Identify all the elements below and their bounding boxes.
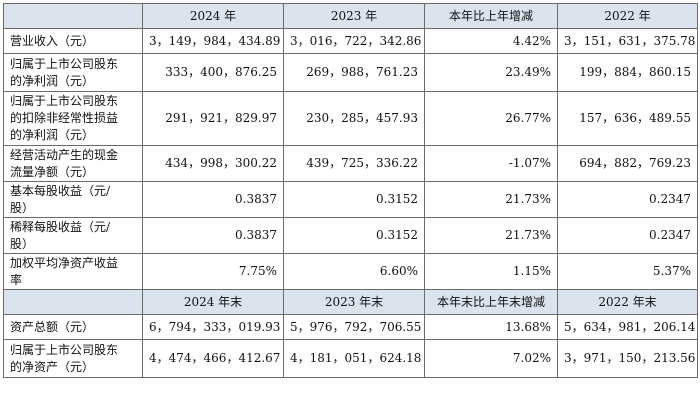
row-label: 归属于上市公司股东 的净利润（元） xyxy=(3,53,143,92)
value-cell: -1.07% xyxy=(424,145,558,182)
value-cell: 21.73% xyxy=(424,181,558,218)
row-label-line: 基本每股收益（元/ xyxy=(10,183,111,198)
row-label-line: 营业收入（元） xyxy=(10,33,95,48)
header-cell-empty xyxy=(3,3,143,29)
column-header: 2022 年末 xyxy=(557,289,698,315)
header-cell-empty xyxy=(3,289,143,315)
value-cell: 230，285，457.93 xyxy=(283,91,425,146)
row-label-line: 加权平均净资产收益 xyxy=(10,255,119,270)
value-cell: 3，971，150，213.56 xyxy=(557,339,698,378)
value-cell: 3，016，722，342.86 xyxy=(283,28,425,54)
value-cell: 7.75% xyxy=(142,253,284,290)
table-row: 经营活动产生的现金 流量净额（元） 434，998，300.22 439，725，33… xyxy=(3,145,698,182)
value-cell: 13.68% xyxy=(424,314,558,340)
row-label: 资产总额（元） xyxy=(3,314,143,340)
column-header: 本年末比上年末增减 xyxy=(424,289,558,315)
row-label-line: 的净利润（元） xyxy=(10,128,95,142)
column-header: 2024 年 xyxy=(142,3,284,29)
value-cell: 23.49% xyxy=(424,53,558,92)
table-row: 归属于上市公司股东 的净利润（元） 333，400，876.25 269，988，76… xyxy=(3,53,698,92)
row-label-line: 的净资产（元） xyxy=(10,359,95,374)
row-label-line: 归属于上市公司股东 xyxy=(10,56,119,71)
value-cell: 6，794，333，019.93 xyxy=(142,314,284,340)
table-row: 加权平均净资产收益率 7.75% 6.60% 1.15% 5.37% xyxy=(3,253,698,290)
row-label: 经营活动产生的现金 流量净额（元） xyxy=(3,145,143,182)
column-header: 2024 年末 xyxy=(142,289,284,315)
value-cell: 3，151，631，375.78 xyxy=(557,28,698,54)
table-row: 资产总额（元） 6，794，333，019.93 5，976，792，706.55 1… xyxy=(3,314,698,340)
row-label: 归属于上市公司股东 的扣除非经常性损益 的净利润（元） xyxy=(3,91,143,146)
column-header: 2023 年 xyxy=(283,3,425,29)
row-label: 基本每股收益（元/股） xyxy=(3,181,143,218)
value-cell: 4.42% xyxy=(424,28,558,54)
value-cell: 4，181，051，624.18 xyxy=(283,339,425,378)
row-label: 营业收入（元） xyxy=(3,28,143,54)
value-cell: 21.73% xyxy=(424,217,558,254)
financial-summary-table: 2024 年 2023 年本年比上年增减 2022 年营业收入（元） 3，149，98… xyxy=(3,3,698,378)
value-cell: 157，636，489.55 xyxy=(557,91,698,146)
row-label: 稀释每股收益（元/股） xyxy=(3,217,143,254)
row-label-line: 的净利润（元） xyxy=(10,73,95,88)
table-row: 营业收入（元） 3，149，984，434.89 3，016，722，342.86 4… xyxy=(3,28,698,54)
table-row: 归属于上市公司股东 的扣除非经常性损益 的净利润（元） 291，921，829.97 2… xyxy=(3,91,698,146)
column-header: 2023 年末 xyxy=(283,289,425,315)
value-cell: 0.3837 xyxy=(142,181,284,218)
table-row: 基本每股收益（元/股） 0.3837 0.3152 21.73% 0.2347 xyxy=(3,181,698,218)
row-label-line: 归属于上市公司股东 xyxy=(10,94,119,108)
value-cell: 6.60% xyxy=(283,253,425,290)
row-label-line: 率 xyxy=(10,272,23,287)
value-cell: 7.02% xyxy=(424,339,558,378)
table-header-row: 2024 年末 2023 年末 本年末比上年末增减 2022 年末 xyxy=(3,289,698,315)
row-label-line: 资产总额（元） xyxy=(10,319,95,334)
row-label-line: 流量净额（元） xyxy=(10,164,95,179)
row-label-line: 股） xyxy=(10,200,35,215)
table-header-row: 2024 年 2023 年本年比上年增减 2022 年 xyxy=(3,3,698,29)
value-cell: 26.77% xyxy=(424,91,558,146)
value-cell: 4，474，466，412.67 xyxy=(142,339,284,378)
value-cell: 0.3837 xyxy=(142,217,284,254)
value-cell: 269，988，761.23 xyxy=(283,53,425,92)
column-header: 本年比上年增减 xyxy=(424,3,558,29)
value-cell: 5，976，792，706.55 xyxy=(283,314,425,340)
table-row: 归属于上市公司股东 的净资产（元） 4，474，466，412.67 4，181，05… xyxy=(3,339,698,378)
value-cell: 439，725，336.22 xyxy=(283,145,425,182)
row-label: 加权平均净资产收益率 xyxy=(3,253,143,290)
row-label-line: 股） xyxy=(10,236,35,251)
value-cell: 1.15% xyxy=(424,253,558,290)
table-row: 稀释每股收益（元/股） 0.3837 0.3152 21.73% 0.2347 xyxy=(3,217,698,254)
value-cell: 5，634，981，206.14 xyxy=(557,314,698,340)
value-cell: 0.2347 xyxy=(557,217,698,254)
value-cell: 434，998，300.22 xyxy=(142,145,284,182)
row-label: 归属于上市公司股东 的净资产（元） xyxy=(3,339,143,378)
value-cell: 199，884，860.15 xyxy=(557,53,698,92)
value-cell: 0.2347 xyxy=(557,181,698,218)
value-cell: 0.3152 xyxy=(283,181,425,218)
value-cell: 333，400，876.25 xyxy=(142,53,284,92)
row-label-line: 稀释每股收益（元/ xyxy=(10,219,111,234)
column-header: 2022 年 xyxy=(557,3,698,29)
value-cell: 291，921，829.97 xyxy=(142,91,284,146)
row-label-line: 的扣除非经常性损益 xyxy=(10,111,119,125)
row-label-line: 经营活动产生的现金 xyxy=(10,147,119,162)
row-label-line: 归属于上市公司股东 xyxy=(10,342,119,357)
value-cell: 5.37% xyxy=(557,253,698,290)
value-cell: 694，882，769.23 xyxy=(557,145,698,182)
value-cell: 3，149，984，434.89 xyxy=(142,28,284,54)
value-cell: 0.3152 xyxy=(283,217,425,254)
